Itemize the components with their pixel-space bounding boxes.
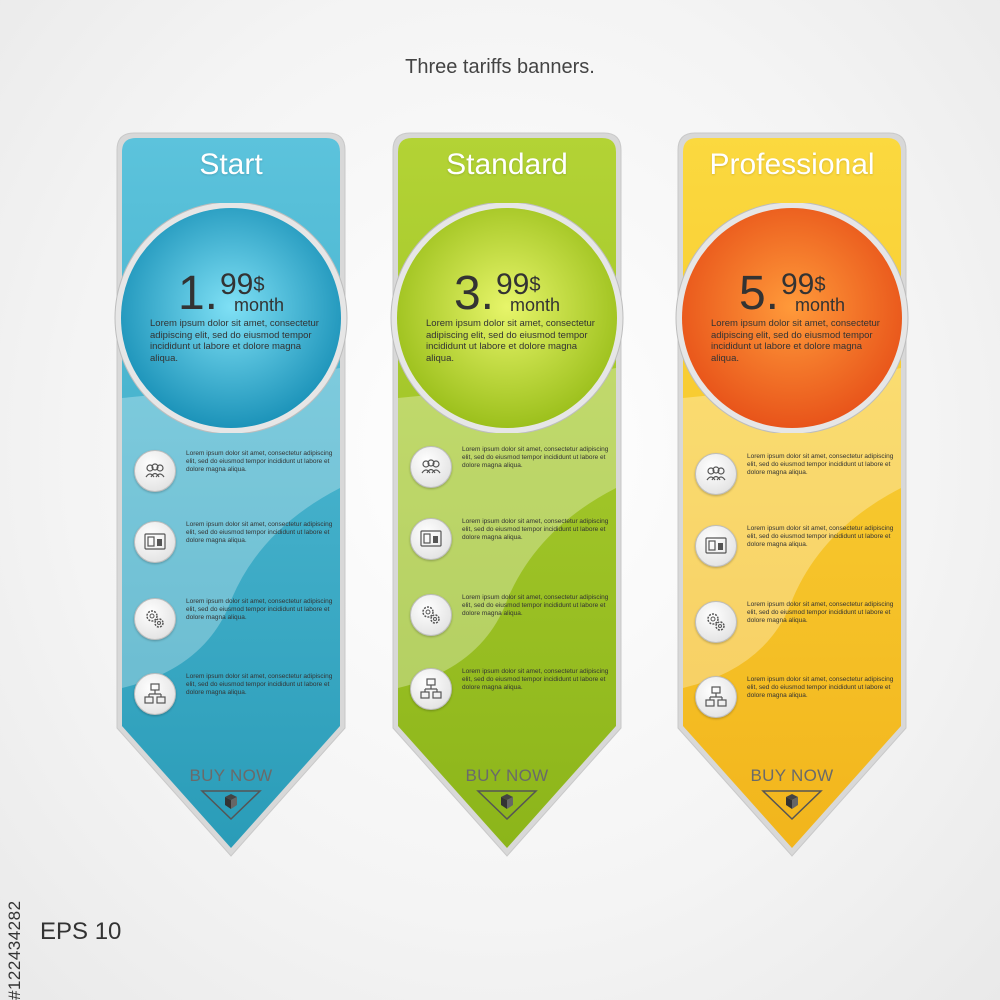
price-cents: 99 — [220, 268, 254, 301]
currency-symbol: $ — [253, 274, 265, 296]
feature-text: Lorem ipsum dolor sit amet, consectetur … — [462, 668, 609, 692]
feature-item: Lorem ipsum dolor sit amet, consectetur … — [695, 676, 895, 722]
feature-item: Lorem ipsum dolor sit amet, consectetur … — [410, 518, 610, 564]
devices-icon — [134, 521, 176, 563]
price-period: month — [510, 295, 561, 315]
price: 1. 99$ month — [112, 270, 350, 318]
card-title: Standard — [446, 148, 568, 181]
devices-icon — [410, 518, 452, 560]
feature-text: Lorem ipsum dolor sit amet, consectetur … — [462, 446, 609, 470]
feature-text: Lorem ipsum dolor sit amet, consectetur … — [747, 525, 894, 549]
buy-now-button[interactable]: BUY NOW — [750, 766, 834, 785]
card-title: Start — [199, 148, 263, 181]
buy-now-button[interactable]: BUY NOW — [189, 766, 273, 785]
people-icon — [134, 450, 176, 492]
price: 5. 99$ month — [673, 270, 911, 318]
people-icon — [410, 446, 452, 488]
feature-text: Lorem ipsum dolor sit amet, consectetur … — [747, 453, 894, 477]
feature-text: Lorem ipsum dolor sit amet, consectetur … — [462, 594, 609, 618]
buy-box-icon[interactable] — [759, 788, 825, 822]
feature-text: Lorem ipsum dolor sit amet, consectetur … — [186, 521, 333, 545]
currency-symbol: $ — [814, 274, 826, 296]
price-cents: 99 — [496, 268, 530, 301]
feature-text: Lorem ipsum dolor sit amet, consectetur … — [186, 673, 333, 697]
price-cents: 99 — [781, 268, 815, 301]
price-period: month — [795, 295, 846, 315]
headline: Three tariffs banners. — [405, 56, 595, 78]
feature-item: Lorem ipsum dolor sit amet, consectetur … — [695, 601, 895, 647]
feature-text: Lorem ipsum dolor sit amet, consectetur … — [462, 518, 609, 542]
feature-text: Lorem ipsum dolor sit amet, consectetur … — [747, 601, 894, 625]
tariff-card-start: Start 1. 99$ month Lorem ipsum dolor sit a… — [112, 128, 350, 863]
stock-id: #122434282 — [5, 900, 24, 1000]
feature-item: Lorem ipsum dolor sit amet, consectetur … — [410, 446, 610, 492]
feature-text: Lorem ipsum dolor sit amet, consectetur … — [747, 676, 894, 700]
price-circle — [114, 203, 348, 433]
feature-item: Lorem ipsum dolor sit amet, consectetur … — [134, 673, 334, 719]
network-icon — [134, 673, 176, 715]
tariff-card-standard: Standard 3. 99$ month Lorem ipsum dolor si… — [388, 128, 626, 863]
tariff-card-professional: Professional 5. 99$ month Lorem ipsum dolo… — [673, 128, 911, 863]
feature-item: Lorem ipsum dolor sit amet, consectetur … — [410, 668, 610, 714]
buy-box-icon[interactable] — [474, 788, 540, 822]
devices-icon — [695, 525, 737, 567]
feature-item: Lorem ipsum dolor sit amet, consectetur … — [134, 598, 334, 644]
eps-label: EPS 10 — [40, 918, 122, 945]
feature-item: Lorem ipsum dolor sit amet, consectetur … — [410, 594, 610, 640]
feature-item: Lorem ipsum dolor sit amet, consectetur … — [134, 521, 334, 567]
feature-text: Lorem ipsum dolor sit amet, consectetur … — [186, 598, 333, 622]
plan-description: Lorem ipsum dolor sit amet, consectetur … — [150, 318, 319, 364]
price: 3. 99$ month — [388, 270, 626, 318]
price-circle — [390, 203, 624, 433]
price-period: month — [234, 295, 285, 315]
feature-item: Lorem ipsum dolor sit amet, consectetur … — [134, 450, 334, 496]
gears-icon — [695, 601, 737, 643]
feature-item: Lorem ipsum dolor sit amet, consectetur … — [695, 453, 895, 499]
currency-symbol: $ — [529, 274, 541, 296]
buy-now-button[interactable]: BUY NOW — [465, 766, 549, 785]
gears-icon — [410, 594, 452, 636]
price-circle — [675, 203, 909, 433]
feature-text: Lorem ipsum dolor sit amet, consectetur … — [186, 450, 333, 474]
network-icon — [410, 668, 452, 710]
feature-item: Lorem ipsum dolor sit amet, consectetur … — [695, 525, 895, 571]
price-whole: 5. — [738, 267, 779, 320]
network-icon — [695, 676, 737, 718]
gears-icon — [134, 598, 176, 640]
price-whole: 3. — [453, 267, 494, 320]
people-icon — [695, 453, 737, 495]
plan-description: Lorem ipsum dolor sit amet, consectetur … — [711, 318, 880, 364]
plan-description: Lorem ipsum dolor sit amet, consectetur … — [426, 318, 595, 364]
buy-box-icon[interactable] — [198, 788, 264, 822]
card-title: Professional — [709, 148, 875, 181]
price-whole: 1. — [177, 267, 218, 320]
